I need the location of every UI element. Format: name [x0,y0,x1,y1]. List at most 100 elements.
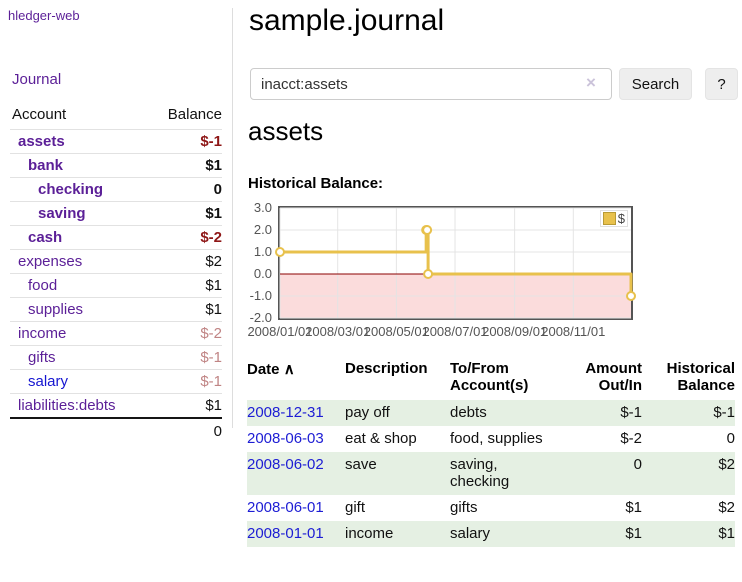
account-balance: $-2 [200,325,222,342]
sidebar-account-food[interactable]: food [28,277,58,294]
sidebar-item-journal[interactable]: Journal [12,71,62,88]
search-input[interactable] [250,68,612,100]
account-balance: $1 [205,205,222,222]
sidebar-account-rows: assets $-1 bank $1 checking 0 saving $1 cash $-2 e… [10,129,222,419]
sidebar-account-gifts[interactable]: gifts [28,349,56,366]
sidebar-account-row: expenses $2 [10,249,222,274]
transaction-accounts: saving, checking [450,456,510,490]
balance-column-header: Balance [167,106,222,123]
chart-plot: $ [275,206,636,320]
x-tick-label: 2008/01/01 [247,324,313,339]
search-button[interactable]: Search [619,68,692,100]
transaction-description: eat & shop [345,430,417,447]
sidebar-account-expenses[interactable]: expenses [18,253,83,270]
transaction-date-link[interactable]: 2008-06-02 [247,456,324,473]
date-column-header[interactable]: Date ∧ [247,361,295,378]
transaction-description: save [345,456,377,473]
transaction-amount: $-2 [620,430,642,447]
y-tick-label: 3.0 [253,200,272,215]
sidebar-account-assets[interactable]: assets [18,133,65,150]
y-tick-label: 1.0 [253,244,272,259]
transaction-balance: $-1 [713,404,735,421]
transaction-row: 2008-06-01 gift gifts $1 $2 [247,495,735,521]
transaction-balance: $1 [718,525,735,542]
account-page-title: assets [248,116,324,146]
sidebar-account-row: assets $-1 [10,129,222,154]
transaction-amount: $1 [625,499,642,516]
sidebar-account-row: liabilities:debts $1 [10,393,222,419]
sidebar-account-liabilities-debts[interactable]: liabilities:debts [18,397,116,414]
x-tick-label: 2008/07/01 [422,324,488,339]
account-balance: $1 [205,397,222,414]
sidebar-account-salary[interactable]: salary [28,373,69,390]
y-tick-label: -2.0 [249,310,272,325]
total-balance: 0 [213,423,222,440]
sidebar-account-saving[interactable]: saving [38,205,86,222]
clear-search-icon[interactable]: × [586,73,596,92]
search-form: × Search ? [250,68,738,100]
brand-link[interactable]: hledger-web [8,8,80,23]
sidebar-account-row: bank $1 [10,153,222,178]
balance-column-header-main: Historical Balance [666,360,735,394]
amount-column-header: Amount Out/In [585,360,642,394]
transaction-accounts: food, supplies [450,430,543,447]
transaction-description: gift [345,499,366,516]
transaction-date-link[interactable]: 2008-12-31 [247,404,324,421]
accounts-column-header: To/From Account(s) [450,360,529,394]
account-balance: $-2 [200,229,222,246]
sidebar-account-row: cash $-2 [10,225,222,250]
sidebar-account-row: income $-2 [10,321,222,346]
sidebar-account-checking[interactable]: checking [38,181,104,198]
account-balance: $1 [205,157,222,174]
transaction-description: income [345,525,394,542]
transaction-row: 2008-06-03 eat & shop food, supplies $-2 0 [247,426,735,452]
account-balance: $2 [205,253,222,270]
account-balance: $1 [205,301,222,318]
sidebar-account-row: food $1 [10,273,222,298]
transaction-description: pay off [345,404,390,421]
sidebar-accounts-table: Account Balance assets $-1 bank $1 checking 0… [10,102,222,443]
legend-swatch [602,212,616,225]
sidebar-account-row: gifts $-1 [10,345,222,370]
sidebar-divider [232,8,233,428]
transaction-accounts: gifts [450,499,478,516]
transactions-header-row: Date ∧ Description To/From Account(s) Am… [247,358,735,400]
sort-asc-icon: ∧ [283,361,295,378]
sidebar-account-bank[interactable]: bank [28,157,64,174]
description-column-header: Description [345,360,428,377]
transaction-date-link[interactable]: 2008-06-03 [247,430,324,447]
account-balance: 0 [213,181,222,198]
x-tick-label: 2008/03/01 [305,324,371,339]
account-balance: $1 [205,277,222,294]
help-button[interactable]: ? [705,68,738,100]
transaction-date-link[interactable]: 2008-01-01 [247,525,324,542]
transaction-balance: $2 [718,456,735,473]
account-balance: $-1 [200,373,222,390]
transaction-accounts: salary [450,525,491,542]
transaction-date-link[interactable]: 2008-06-01 [247,499,324,516]
x-tick-label: 2008/09/01 [482,324,548,339]
y-tick-label: 0.0 [253,266,272,281]
sidebar-total-row: 0 [10,418,222,443]
account-balance: $-1 [200,133,222,150]
account-column-header: Account [12,106,67,123]
account-balance: $-1 [200,349,222,366]
sidebar-account-row: supplies $1 [10,297,222,322]
legend-label: $ [617,211,625,226]
transaction-amount: 0 [633,456,642,473]
x-tick-label: 2008/11/01 [541,324,606,339]
sidebar-account-cash[interactable]: cash [28,229,63,246]
transaction-balance: $2 [718,499,735,516]
transaction-amount: $-1 [620,404,642,421]
sidebar-account-supplies[interactable]: supplies [28,301,84,318]
chart-heading: Historical Balance: [248,175,384,192]
sidebar-account-income[interactable]: income [18,325,67,342]
transaction-row: 2008-12-31 pay off debts $-1 $-1 [247,400,735,426]
sidebar-account-row: salary $-1 [10,369,222,394]
y-tick-label: 2.0 [253,222,272,237]
sidebar-account-row: checking 0 [10,177,222,202]
chart-legend: $ [599,210,628,227]
transactions-table: Date ∧ Description To/From Account(s) Am… [247,358,735,547]
transaction-balance: 0 [726,430,735,447]
